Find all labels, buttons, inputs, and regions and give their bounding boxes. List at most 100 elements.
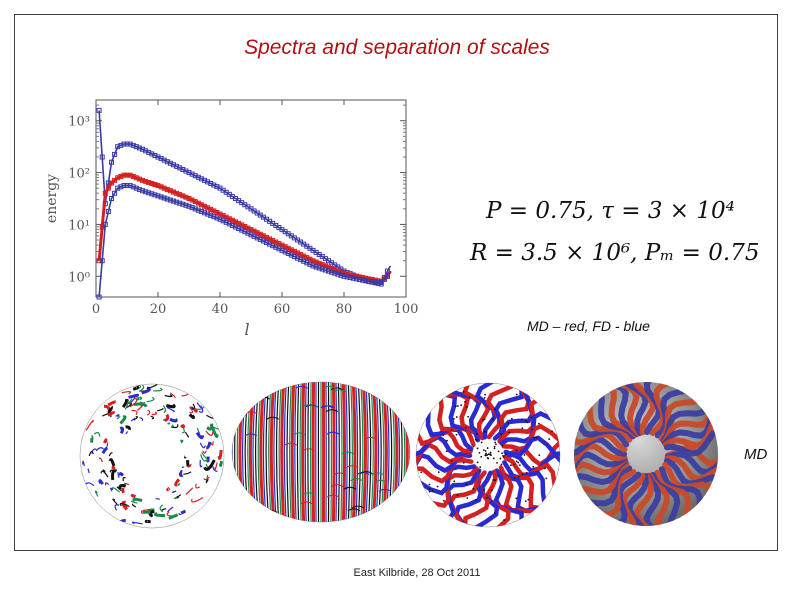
field-stroke	[153, 387, 163, 392]
field-stroke	[448, 388, 486, 440]
field-stroke	[365, 382, 369, 522]
series-point-3	[158, 194, 164, 200]
field-stroke	[643, 472, 662, 526]
x-tick-label: 0	[92, 302, 100, 317]
field-stroke	[119, 426, 125, 434]
series-point-2	[112, 177, 118, 183]
series-point-3	[198, 208, 204, 214]
field-stroke	[186, 463, 192, 468]
field-stroke	[428, 490, 431, 493]
field-stroke	[521, 427, 524, 430]
field-stroke	[290, 382, 296, 522]
field-stroke	[205, 478, 209, 484]
series-point-2	[124, 172, 130, 178]
series-point-1	[133, 144, 139, 150]
field-stroke	[206, 441, 212, 450]
field-stroke	[515, 393, 518, 396]
field-stroke	[131, 503, 137, 508]
series-point-2	[174, 190, 180, 196]
field-stroke	[139, 401, 148, 408]
shell-cross-section-panel	[79, 383, 225, 529]
field-stroke	[521, 473, 524, 476]
field-stroke	[545, 477, 548, 480]
field-stroke	[472, 445, 475, 448]
field-stroke	[620, 472, 646, 526]
field-stroke	[462, 461, 465, 464]
field-stroke	[151, 411, 158, 416]
field-stroke	[201, 452, 209, 461]
field-stroke	[195, 431, 205, 440]
field-stroke	[484, 450, 487, 452]
series-point-3	[171, 198, 176, 204]
field-stroke	[249, 505, 262, 509]
field-stroke	[416, 434, 473, 458]
field-stroke	[503, 435, 560, 457]
series-point-3	[363, 278, 369, 284]
field-stroke	[108, 452, 113, 457]
field-stroke	[523, 454, 526, 456]
field-stroke	[359, 471, 373, 475]
field-stroke	[174, 478, 181, 487]
series-point-3	[99, 258, 105, 264]
field-stroke	[289, 382, 292, 522]
series-point-3	[124, 183, 130, 189]
series-point-3	[105, 208, 111, 214]
field-stroke	[491, 489, 493, 492]
field-stroke	[632, 382, 656, 436]
series-point-2	[99, 224, 105, 230]
field-stroke	[484, 454, 487, 456]
field-stroke	[502, 456, 505, 458]
field-stroke	[167, 506, 174, 513]
field-stroke	[130, 500, 138, 504]
series-point-3	[161, 195, 167, 201]
field-stroke	[280, 382, 286, 522]
field-stroke	[299, 382, 302, 522]
series-point-3	[205, 211, 211, 217]
series-point-2	[136, 176, 142, 182]
field-stroke	[378, 488, 392, 492]
field-stroke	[330, 484, 344, 488]
field-stroke	[210, 441, 214, 446]
footer-text: East Kilbride, 28 Oct 2011	[353, 567, 481, 579]
series-point-3	[344, 274, 350, 280]
field-stroke	[90, 448, 97, 454]
field-stroke	[244, 433, 258, 437]
field-stroke	[515, 460, 518, 463]
field-stroke	[292, 432, 306, 436]
field-stroke	[500, 463, 503, 466]
field-stroke	[481, 418, 484, 421]
field-stroke	[513, 476, 516, 479]
x-axis-label: l	[244, 320, 249, 339]
field-stroke	[524, 419, 527, 422]
field-stroke	[515, 449, 518, 452]
series-point-3	[195, 207, 201, 213]
field-stroke	[183, 471, 192, 475]
field-stroke	[164, 413, 170, 422]
field-stroke	[453, 480, 456, 483]
field-stroke	[465, 483, 468, 486]
series-point-3	[319, 266, 325, 272]
field-stroke	[128, 393, 139, 399]
field-stroke	[455, 416, 458, 418]
series-point-2	[316, 260, 322, 266]
field-stroke	[530, 416, 533, 419]
field-stroke	[483, 396, 486, 399]
field-stroke	[286, 382, 290, 522]
field-stroke	[157, 407, 164, 412]
field-stroke	[486, 454, 488, 456]
field-stroke	[492, 418, 494, 421]
field-stroke	[517, 475, 520, 478]
series-point-3	[152, 192, 158, 198]
field-stroke	[465, 406, 468, 408]
field-stroke	[431, 489, 434, 492]
field-stroke	[489, 453, 492, 456]
field-stroke	[340, 382, 343, 522]
field-stroke	[375, 382, 380, 522]
field-stroke	[301, 382, 306, 522]
field-stroke	[548, 438, 551, 441]
series-point-3	[384, 273, 390, 279]
field-stroke	[443, 499, 445, 502]
field-stroke	[107, 411, 116, 417]
field-stroke	[132, 497, 143, 503]
field-stroke	[124, 399, 129, 410]
